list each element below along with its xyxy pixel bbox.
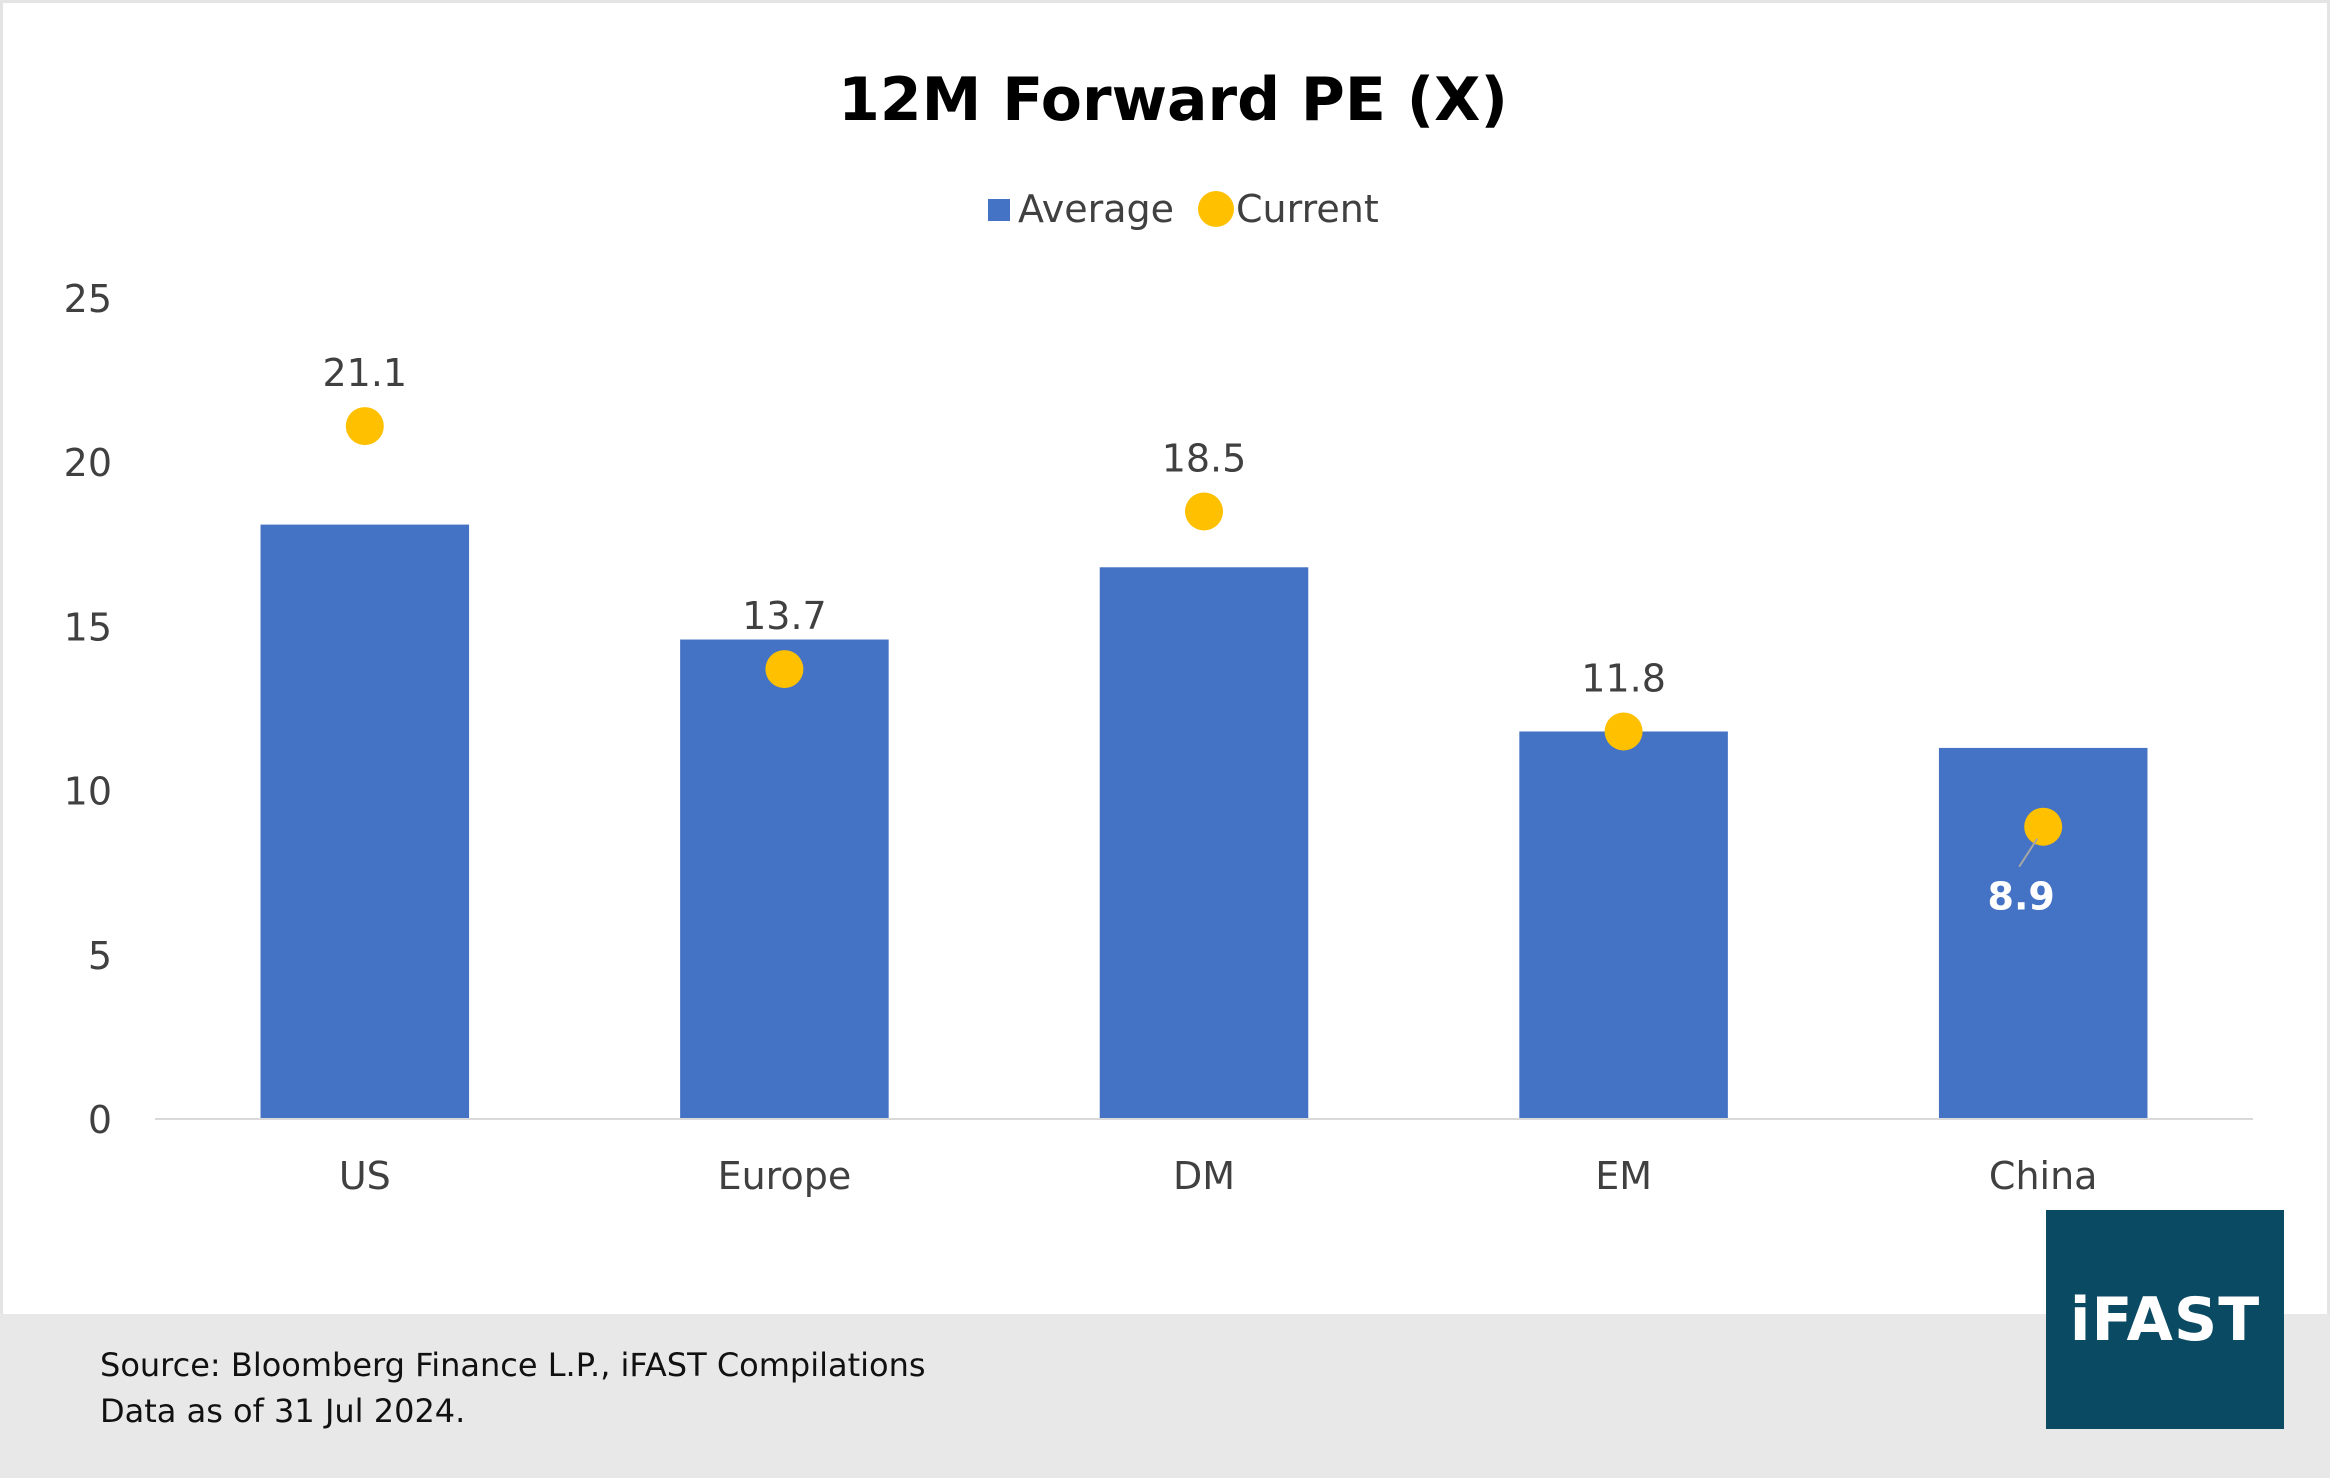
- x-axis: US Europe DM EM China: [339, 1154, 2098, 1198]
- bar-average-dm: [1099, 567, 1309, 1119]
- y-tick-label: 5: [88, 934, 112, 978]
- point-current-dm: [1185, 492, 1223, 531]
- y-tick-label: 25: [64, 277, 112, 321]
- logo-text: iFAST: [2069, 1284, 2261, 1355]
- legend-average-swatch: [988, 199, 1010, 221]
- point-current-china: [2024, 807, 2063, 846]
- bar-average-europe: [680, 639, 889, 1119]
- x-tick-label: EM: [1595, 1154, 1652, 1198]
- data-label: 8.9: [1988, 875, 2055, 919]
- data-label: 11.8: [1581, 656, 1666, 700]
- bars: [260, 524, 2148, 1119]
- data-labels: 21.1 13.7 18.5 11.8 8.9: [322, 351, 2054, 919]
- y-tick-label: 15: [64, 605, 112, 649]
- chart-title: 12M Forward PE (X): [838, 65, 1508, 135]
- data-label: 21.1: [322, 351, 407, 395]
- data-label: 13.7: [742, 594, 827, 638]
- x-tick-label: China: [1989, 1154, 2098, 1198]
- bar-average-em: [1519, 731, 1728, 1119]
- point-current-europe: [765, 650, 804, 689]
- footer-band: [0, 1314, 2330, 1478]
- ifast-logo: iFAST: [2046, 1210, 2284, 1429]
- source-note: Source: Bloomberg Finance L.P., iFAST Co…: [100, 1346, 926, 1384]
- bar-average-us: [260, 524, 470, 1119]
- bar-average-china: [1938, 747, 2148, 1119]
- legend: Average Current: [988, 187, 1379, 231]
- y-tick-label: 0: [88, 1098, 112, 1142]
- legend-average-label: Average: [1018, 187, 1174, 231]
- date-note: Data as of 31 Jul 2024.: [100, 1392, 466, 1430]
- y-tick-label: 10: [64, 770, 112, 814]
- data-label: 18.5: [1162, 436, 1247, 480]
- point-current-em: [1604, 712, 1643, 751]
- data-label-leader-line: [2018, 838, 2039, 868]
- legend-current-swatch: [1198, 191, 1234, 227]
- point-current-us: [345, 407, 384, 446]
- y-axis: 0 5 10 15 20 25: [64, 277, 112, 1142]
- legend-current-label: Current: [1236, 187, 1379, 231]
- x-tick-label: Europe: [718, 1154, 852, 1198]
- x-tick-label: DM: [1173, 1154, 1235, 1198]
- x-tick-label: US: [339, 1154, 391, 1198]
- y-tick-label: 20: [64, 441, 112, 485]
- points: [345, 407, 2063, 846]
